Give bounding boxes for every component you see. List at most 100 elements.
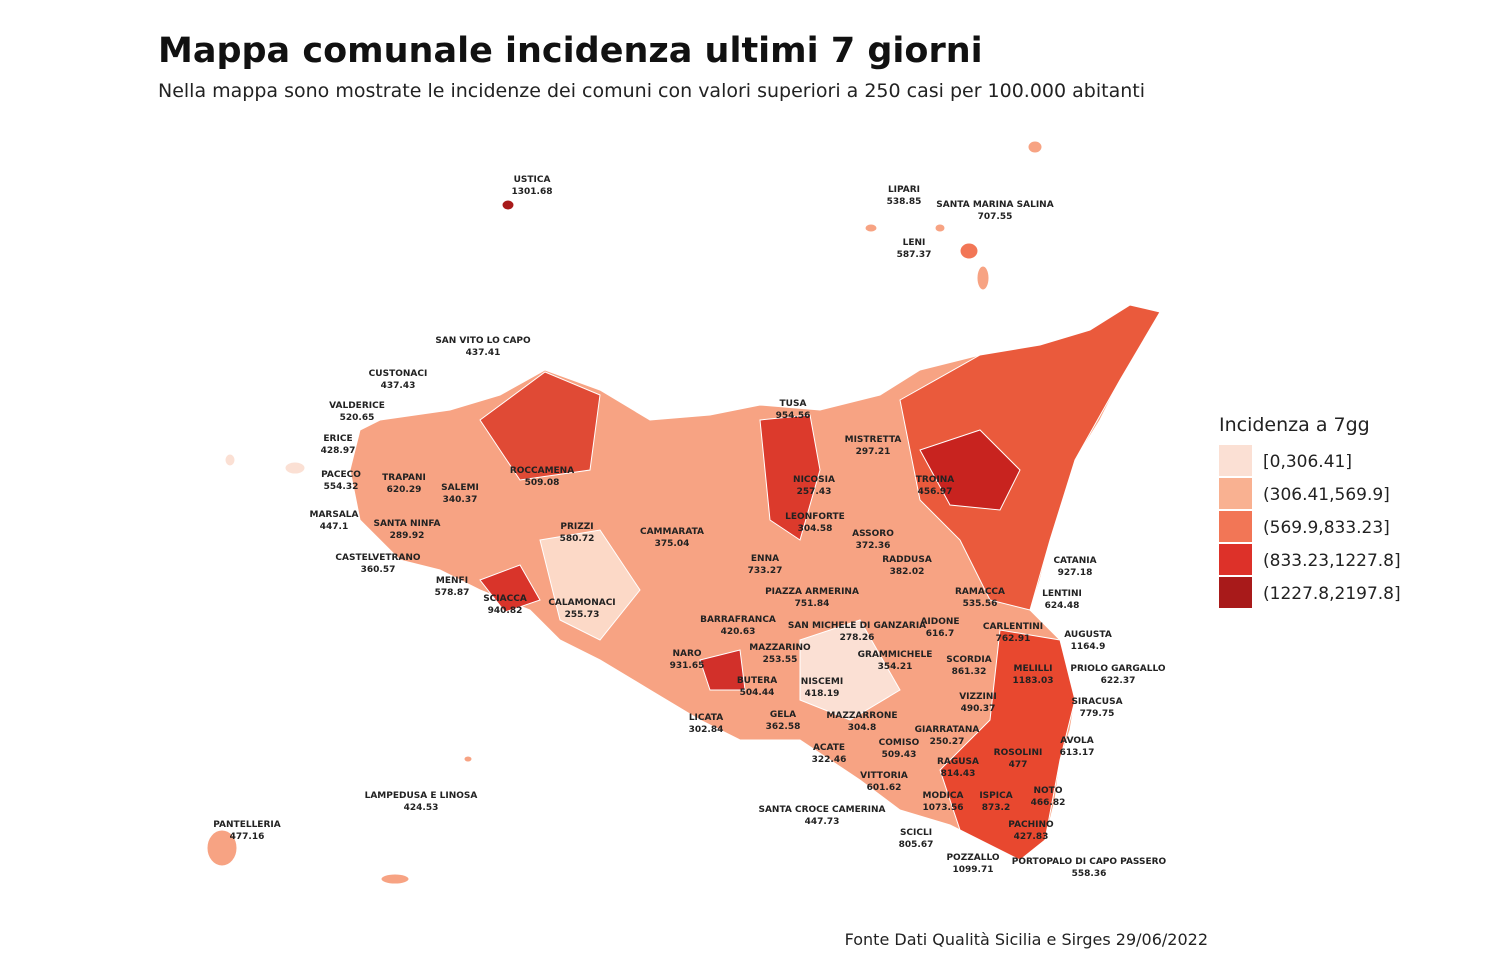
label-name: PIAZZA ARMERINA (765, 587, 859, 597)
label-value: 504.44 (740, 688, 775, 698)
region-nicosia (759, 414, 821, 541)
label-name: GELA (770, 710, 796, 720)
labels: USTICA 1301.68 LIPARI 538.85 SANTA MARINA SA… (213, 175, 1166, 879)
label-value: 940.82 (488, 606, 523, 616)
label-value: 554.32 (324, 482, 359, 492)
label-name: SCICLI (900, 828, 932, 838)
label-name: MENFI (436, 576, 468, 586)
legend-swatch (1219, 445, 1252, 476)
legend-label: (1227.8,2197.8] (1263, 584, 1401, 604)
label-value: 257.43 (797, 487, 832, 497)
legend-label: (833.23,1227.8] (1263, 551, 1401, 571)
label-name: PACHINO (1008, 820, 1054, 830)
label-value: 733.27 (748, 566, 783, 576)
label-name: VALDERICE (329, 401, 385, 411)
label-name: MAZZARINO (749, 643, 811, 653)
label-value: 509.43 (882, 750, 917, 760)
region-etna (919, 429, 1021, 511)
label-value: 622.37 (1101, 676, 1136, 686)
label-value: 613.17 (1060, 748, 1095, 758)
label-value: 447.1 (320, 522, 348, 532)
legend-swatch (1219, 544, 1252, 575)
label-value: 354.21 (878, 662, 913, 672)
label-value: 538.85 (887, 197, 922, 207)
lampedusa (380, 873, 410, 885)
label-name: TRAPANI (382, 473, 426, 483)
label-value: 779.75 (1080, 709, 1115, 719)
label-name: MAZZARRONE (826, 711, 897, 721)
label-name: ASSORO (852, 529, 894, 539)
label-name: VIZZINI (959, 692, 997, 702)
label-name: GRAMMICHELE (858, 650, 933, 660)
label-name: CASTELVETRANO (335, 553, 421, 563)
ustica (501, 199, 515, 211)
region-central (799, 619, 901, 721)
label-value: 278.26 (840, 633, 875, 643)
label-value: 1164.9 (1071, 642, 1106, 652)
label-value: 1073.56 (923, 803, 964, 813)
label-value: 509.08 (525, 478, 560, 488)
subtitle: Nella mappa sono mostrate le incidenze d… (158, 80, 1145, 102)
title: Mappa comunale incidenza ultimi 7 giorni (158, 31, 983, 71)
label-name: ERICE (323, 434, 352, 444)
label-value: 253.55 (763, 655, 798, 665)
label-value: 424.53 (404, 803, 439, 813)
label-value: 751.84 (795, 599, 830, 609)
label-name: SCIACCA (483, 594, 527, 604)
label-name: LAMPEDUSA E LINOSA (365, 791, 478, 801)
label-name: SANTA CROCE CAMERINA (758, 805, 885, 815)
label-name: BUTERA (737, 676, 777, 686)
label-name: MISTRETTA (845, 435, 902, 445)
label-name: ROCCAMENA (510, 466, 574, 476)
label-value: 1099.71 (953, 865, 994, 875)
label-value: 304.8 (848, 723, 876, 733)
label-value: 805.67 (899, 840, 934, 850)
label-name: MODICA (923, 791, 964, 801)
label-name: BARRAFRANCA (700, 615, 776, 625)
label-name: LENI (903, 238, 926, 248)
label-value: 814.43 (941, 769, 976, 779)
label-name: CUSTONACI (369, 369, 428, 379)
label-name: SCORDIA (946, 655, 991, 665)
label-name: VITTORIA (860, 771, 908, 781)
label-value: 954.56 (776, 411, 811, 421)
label-name: MARSALA (310, 510, 359, 520)
label-name: SANTA MARINA SALINA (936, 200, 1053, 210)
label-value: 420.63 (721, 627, 756, 637)
legend-swatch (1219, 511, 1252, 542)
legend-swatch (1219, 478, 1252, 509)
region-south-east (939, 629, 1076, 861)
label-name: PACECO (321, 470, 361, 480)
label-name: CARLENTINI (983, 622, 1043, 632)
label-name: NICOSIA (793, 475, 835, 485)
label-name: TROINA (916, 475, 955, 485)
label-value: 250.27 (930, 737, 965, 747)
region-west (539, 529, 641, 641)
label-name: CALAMONACI (548, 598, 615, 608)
region-naro (699, 649, 746, 691)
label-value: 580.72 (560, 534, 595, 544)
label-name: PRIZZI (560, 522, 593, 532)
label-name: CAMMARATA (640, 527, 704, 537)
label-name: USTICA (514, 175, 551, 185)
label-name: CATANIA (1053, 556, 1096, 566)
label-value: 304.58 (798, 524, 833, 534)
region-east (899, 304, 1161, 611)
label-value: 382.02 (890, 567, 925, 577)
legend-title: Incidenza a 7gg (1219, 414, 1370, 436)
label-value: 466.82 (1031, 798, 1066, 808)
label-name: ENNA (751, 554, 779, 564)
legend-label: (569.9,833.23] (1263, 518, 1390, 538)
label-name: SAN MICHELE DI GANZARIA (788, 621, 926, 631)
label-name: AVOLA (1060, 736, 1094, 746)
label-name: SAN VITO LO CAPO (435, 336, 531, 346)
label-value: 437.43 (381, 381, 416, 391)
label-value: 477.16 (230, 832, 265, 842)
label-value: 520.65 (340, 413, 375, 423)
label-name: COMISO (879, 738, 920, 748)
linosa (463, 755, 473, 763)
label-value: 873.2 (982, 803, 1010, 813)
label-value: 302.84 (689, 725, 724, 735)
label-value: 620.29 (387, 485, 422, 495)
